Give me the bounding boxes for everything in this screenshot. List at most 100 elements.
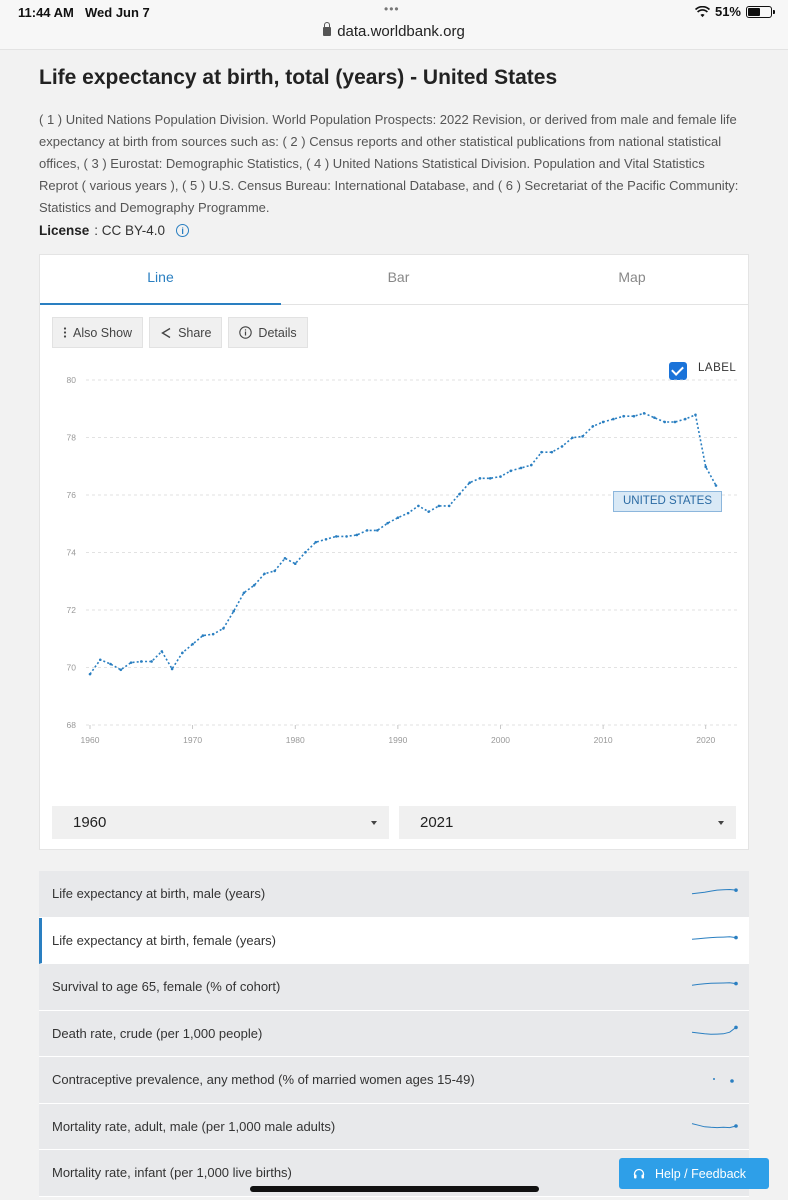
data-point[interactable] bbox=[334, 535, 338, 538]
share-label: Share bbox=[178, 325, 212, 340]
data-point[interactable] bbox=[581, 435, 584, 438]
data-point[interactable] bbox=[293, 562, 297, 566]
list-item[interactable]: Life expectancy at birth, female (years) bbox=[39, 917, 749, 964]
data-point[interactable] bbox=[222, 627, 225, 630]
chevron-down-icon bbox=[718, 821, 724, 825]
data-point[interactable] bbox=[88, 672, 92, 676]
data-point[interactable] bbox=[653, 416, 656, 419]
list-item-label: Life expectancy at birth, male (years) bbox=[52, 886, 266, 901]
more-dots-icon[interactable]: ••• bbox=[384, 2, 400, 16]
data-point[interactable] bbox=[478, 477, 482, 480]
y-tick-label: 74 bbox=[67, 548, 77, 558]
data-point[interactable] bbox=[119, 668, 123, 672]
data-point[interactable] bbox=[242, 591, 246, 595]
list-item-label: Mortality rate, infant (per 1,000 live b… bbox=[52, 1165, 292, 1180]
data-point[interactable] bbox=[109, 662, 112, 666]
data-point[interactable] bbox=[663, 420, 666, 424]
data-point[interactable] bbox=[304, 550, 307, 554]
data-point[interactable] bbox=[519, 466, 523, 470]
data-point[interactable] bbox=[509, 469, 513, 473]
data-point[interactable] bbox=[201, 634, 205, 637]
data-point[interactable] bbox=[417, 504, 420, 508]
data-point[interactable] bbox=[273, 569, 277, 573]
data-point[interactable] bbox=[622, 414, 625, 418]
data-point[interactable] bbox=[211, 632, 215, 636]
data-point[interactable] bbox=[540, 450, 543, 454]
data-point[interactable] bbox=[252, 583, 256, 587]
list-item[interactable]: Contraceptive prevalence, any method (% … bbox=[39, 1057, 749, 1104]
data-point[interactable] bbox=[140, 660, 143, 663]
data-point[interactable] bbox=[571, 436, 574, 440]
data-point[interactable] bbox=[642, 412, 646, 415]
share-icon bbox=[161, 327, 171, 338]
data-point[interactable] bbox=[181, 651, 184, 655]
data-point[interactable] bbox=[601, 420, 605, 424]
address-bar[interactable]: data.worldbank.org bbox=[0, 22, 788, 40]
data-point[interactable] bbox=[550, 450, 554, 454]
start-year-select[interactable]: 1960 bbox=[52, 806, 389, 839]
data-point[interactable] bbox=[406, 511, 410, 515]
help-feedback-label: Help / Feedback bbox=[655, 1166, 747, 1181]
also-show-button[interactable]: Also Show bbox=[52, 317, 144, 348]
data-point[interactable] bbox=[694, 413, 697, 417]
tab-map[interactable]: Map bbox=[618, 269, 646, 285]
data-point[interactable] bbox=[499, 475, 502, 478]
data-point[interactable] bbox=[232, 609, 235, 613]
info-icon[interactable]: i bbox=[176, 224, 190, 237]
data-point[interactable] bbox=[376, 529, 379, 532]
data-point[interactable] bbox=[345, 535, 348, 538]
data-point[interactable] bbox=[191, 642, 194, 646]
data-point[interactable] bbox=[632, 414, 636, 418]
data-point[interactable] bbox=[458, 492, 461, 496]
data-point[interactable] bbox=[150, 660, 153, 663]
data-point[interactable] bbox=[591, 424, 595, 428]
data-point[interactable] bbox=[386, 521, 389, 525]
help-feedback-button[interactable]: Help / Feedback bbox=[619, 1158, 769, 1189]
data-point[interactable] bbox=[170, 667, 174, 671]
data-point[interactable] bbox=[98, 658, 102, 662]
details-button[interactable]: Details bbox=[228, 317, 308, 348]
data-point[interactable] bbox=[468, 481, 472, 484]
data-point[interactable] bbox=[529, 463, 533, 467]
list-item[interactable]: Life expectancy at birth, male (years) bbox=[39, 871, 749, 918]
data-point[interactable] bbox=[324, 537, 328, 541]
url-text: data.worldbank.org bbox=[337, 23, 465, 40]
data-point[interactable] bbox=[283, 556, 287, 560]
sparkline-point bbox=[734, 981, 738, 986]
lock-icon bbox=[323, 22, 332, 36]
list-item[interactable]: Mortality rate, adult, male (per 1,000 m… bbox=[39, 1103, 749, 1150]
tab-line[interactable]: Line bbox=[40, 255, 281, 305]
data-point[interactable] bbox=[427, 510, 430, 513]
list-item[interactable]: Death rate, crude (per 1,000 people) bbox=[39, 1010, 749, 1057]
end-year-select[interactable]: 2021 bbox=[399, 806, 736, 839]
data-point[interactable] bbox=[704, 465, 708, 469]
data-point[interactable] bbox=[612, 417, 615, 421]
share-button[interactable]: Share bbox=[149, 317, 223, 348]
data-point[interactable] bbox=[396, 516, 400, 520]
home-indicator bbox=[250, 1186, 539, 1192]
indicator-list: Life expectancy at birth, male (years) L… bbox=[39, 871, 749, 1197]
data-point[interactable] bbox=[488, 477, 492, 480]
data-point[interactable] bbox=[365, 529, 369, 532]
tab-bar[interactable]: Bar bbox=[387, 269, 410, 285]
line-chart: 68 70 72 74 76 78 80 1960 1970 1980 1990 2000 2010 20… bbox=[67, 375, 738, 745]
data-point[interactable] bbox=[673, 420, 677, 424]
list-item-label: Mortality rate, adult, male (per 1,000 m… bbox=[52, 1118, 336, 1134]
list-item[interactable]: Survival to age 65, female (% of cohort) bbox=[39, 964, 749, 1011]
data-point[interactable] bbox=[263, 572, 266, 576]
browser-status-bar: 11:44 AM Wed Jun 7 ••• data.worldbank.or… bbox=[0, 0, 788, 50]
data-point[interactable] bbox=[314, 540, 318, 544]
sparkline bbox=[691, 935, 738, 940]
chevron-down-icon bbox=[371, 821, 377, 825]
data-point[interactable] bbox=[447, 504, 451, 508]
list-item-label: Life expectancy at birth, female (years) bbox=[52, 932, 276, 948]
data-point[interactable] bbox=[683, 417, 687, 421]
label-checkbox[interactable] bbox=[669, 362, 687, 380]
data-point[interactable] bbox=[129, 661, 133, 664]
data-point[interactable] bbox=[437, 504, 441, 508]
data-point[interactable] bbox=[714, 484, 718, 487]
data-point[interactable] bbox=[160, 650, 164, 653]
data-point[interactable] bbox=[355, 533, 359, 537]
data-point[interactable] bbox=[560, 445, 564, 448]
x-tick-label: 1960 bbox=[81, 735, 100, 745]
